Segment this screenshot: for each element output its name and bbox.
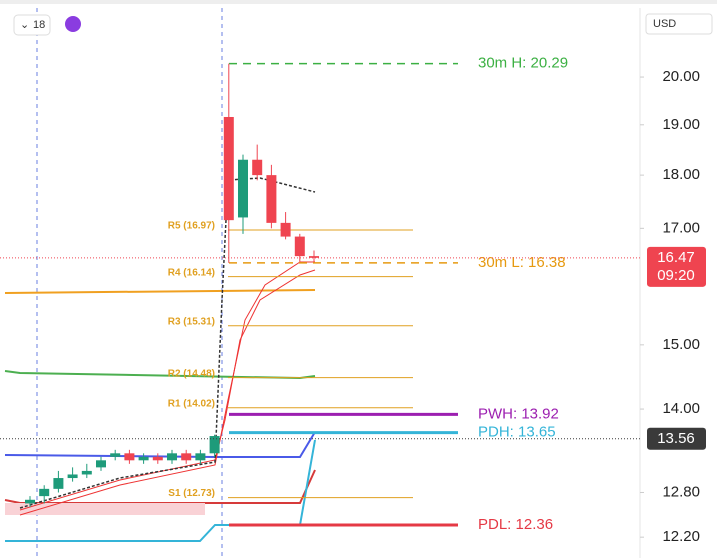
candle-body: [309, 256, 319, 258]
price-tag-label: 13.56: [657, 430, 695, 447]
indicator: [4, 289, 316, 294]
candle-body: [53, 478, 64, 489]
candle-body: [266, 175, 277, 223]
price-tag: [647, 427, 706, 450]
y-tick-label: 12.20: [662, 528, 700, 545]
y-tick-label: 14.00: [662, 400, 700, 417]
top-border: [0, 0, 717, 4]
candle-body: [209, 436, 220, 454]
candle-body: [238, 159, 248, 218]
price-tag: [647, 246, 706, 287]
y-tick-label: 17.00: [662, 219, 700, 236]
y-tick-label: 19.00: [662, 116, 700, 133]
interval-arrow: ⌄: [20, 19, 29, 31]
indicator: [19, 177, 316, 509]
band: [5, 503, 205, 515]
candle-body: [67, 474, 78, 479]
pivot-label: R1 (14.02): [168, 398, 215, 409]
indicator: [5, 439, 316, 542]
pivot-label: R5 (16.97): [168, 221, 215, 232]
candle-body: [152, 456, 163, 461]
candle-body: [96, 460, 106, 468]
price-tag-time: 09:20: [657, 267, 695, 284]
candle-body: [124, 453, 135, 461]
pivot-label: R4 (16.14): [168, 267, 215, 278]
candle-body: [252, 159, 263, 176]
level-label: PWH: 13.92: [478, 405, 559, 422]
level-label: 30m H: 20.29: [478, 55, 568, 72]
pivot-label: R2 (14.48): [168, 368, 215, 379]
y-tick-label: 15.00: [662, 336, 700, 353]
price-tag-label: 16.47: [657, 249, 695, 266]
candle-body: [167, 453, 177, 461]
candle-body: [81, 470, 92, 475]
candle-body: [195, 453, 206, 461]
candle-body: [110, 453, 121, 457]
candle-body: [181, 453, 192, 461]
interval-select[interactable]: [13, 14, 51, 36]
candle-body: [294, 236, 305, 257]
indicator: [4, 370, 316, 380]
y-tick-label: 18.00: [662, 166, 700, 183]
sync-icon[interactable]: [65, 16, 81, 32]
level-label: PDH: 13.65: [478, 424, 556, 441]
y-tick-label: 12.80: [662, 483, 700, 500]
candle-body: [223, 116, 234, 221]
candle-body: [25, 499, 35, 504]
candle-body: [280, 222, 291, 237]
indicator: [19, 261, 315, 516]
pivot-label: R3 (15.31): [168, 316, 215, 327]
candle-body: [138, 456, 149, 461]
currency: USD: [653, 18, 676, 30]
currency-select[interactable]: [645, 13, 713, 35]
interval: 18: [33, 19, 45, 31]
indicator: [19, 269, 316, 511]
y-tick-label: 20.00: [662, 68, 700, 85]
indicator: [4, 431, 316, 458]
level-label: PDL: 12.36: [478, 516, 553, 533]
pivot-label: S1 (12.73): [168, 488, 215, 499]
level-label: 30m L: 16.38: [478, 254, 566, 271]
candle-body: [39, 488, 50, 497]
